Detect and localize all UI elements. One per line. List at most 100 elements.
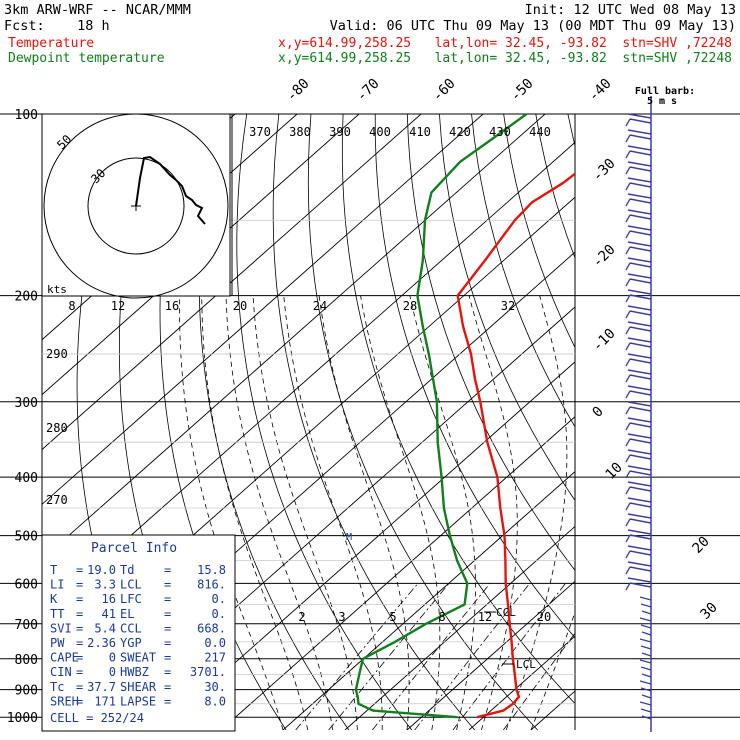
wind-barb [629,454,652,460]
parcel-eq: = [76,592,83,606]
wind-barb [627,433,652,439]
mixing-ratio-label: 5 [389,610,396,624]
parcel-eq: = [164,592,171,606]
moist-adiabat [201,295,309,730]
parcel-value: 0. [212,592,226,606]
wind-barb [629,342,652,348]
pressure-tick-label: 200 [15,290,38,305]
parcel-eq: = [164,651,171,665]
wind-barb [627,577,652,583]
parcel-eq: = [164,636,171,650]
parcel-label: HWBZ [120,665,149,679]
wind-barb [625,390,631,399]
theta-label: 370 [249,125,271,139]
parcel-label: SVI [50,621,72,635]
dry-adiabat [406,114,575,571]
moist-adiabat [225,295,333,730]
pressure-tick-label: 700 [15,618,38,633]
wind-barb [639,638,652,643]
barb-legend: Full barb: [635,86,695,97]
pressure-tick-label: 300 [15,396,38,411]
wind-barb [625,534,631,543]
parcel-cell: CELL = 252/24 [50,711,144,725]
wind-barb [627,337,652,343]
hodograph-trace [135,155,206,225]
wind-barb [627,209,652,215]
barb-legend-units: 5 m s [647,96,677,107]
dry-adiabat [471,114,575,428]
wind-barb [629,470,652,476]
wind-barb [627,161,652,167]
theta-label: 400 [369,125,391,139]
parcel-label: T [50,563,57,577]
parcel-label: CIN [50,665,72,679]
isotherm-line [468,635,575,730]
parcel-value: 16 [102,592,116,606]
parcel-label: TT [50,607,64,621]
parcel-value: 15.8 [197,563,226,577]
parcel-value: 0.0 [204,636,226,650]
hodo-ring-outer [43,113,229,299]
wind-barb [639,617,652,622]
parcel-eq: = [164,563,171,577]
wind-barb [629,422,652,428]
wind-barb [627,401,652,407]
parcel-info-panel: Parcel Info T 19.0 Td 15.8= =LI 3.3 LCL 816.= =K… [41,534,236,732]
dry-adiabat [307,114,538,730]
mixing-ratio-line [503,632,575,730]
hodo-speed-label: 28 [403,299,417,313]
wind-barb [627,113,652,119]
pressure-tick-label: 500 [15,530,38,545]
wind-barb [629,582,652,588]
parcel-label: YGP [120,636,142,650]
theta-label: 440 [529,125,551,139]
parcel-eq: = [164,665,171,679]
isotherm-label: -50 [508,76,537,105]
theta-label: 380 [289,125,311,139]
model-title: 3km ARW-WRF -- NCAR/MMM [4,2,191,18]
wind-barb [629,294,652,300]
wind-barb [627,417,652,423]
valid-time: Valid: 06 UTC Thu 09 May 13 (00 MDT Thu … [330,18,736,34]
mixing-ratio-label: 8 [438,610,445,624]
isotherm-label: 10 [603,460,626,483]
wind-barb [639,659,652,664]
profiles [354,114,575,719]
wind-barb [625,310,631,319]
wind-barbs [625,96,652,732]
parcel-info-title: Parcel Info [91,541,177,556]
mixing-ratio-label: 3 [338,610,345,624]
parcel-eq: = [164,694,171,708]
dry-adiabat [535,114,575,259]
parcel-label: LAPSE [120,694,156,708]
theta-label: 290 [46,347,68,361]
wind-barb [625,486,631,495]
dry-adiabat [439,114,575,502]
wind-barb [627,353,652,359]
dry-adiabat [341,114,575,705]
mixing-ratio-line [414,583,531,730]
moist-adiabat [530,611,575,730]
mixing-ratio-label: 2 [298,610,305,624]
parcel-value: 37.7 [87,680,116,694]
isotherm-line [344,525,575,730]
lcl-marker: LCL [516,658,536,671]
wind-barb [625,166,631,175]
wind-barb [639,596,652,601]
parcel-eq: = [76,578,83,592]
wind-barb [629,502,652,508]
parcel-value: 41 [102,607,116,621]
wind-barb [639,701,652,706]
isotherm-label: 0 [590,404,607,421]
parcel-value: 0. [212,607,226,621]
parcel-label: SREH [50,694,79,708]
wind-barb [625,406,631,415]
moist-adiabat [283,295,383,730]
forecast-hour: Fcst: 18 h [4,18,110,34]
isotherm-line [42,141,575,615]
parcel-label: CCL [120,621,142,635]
parcel-eq: = [76,621,83,635]
theta-label: 280 [46,421,68,435]
wind-barb [640,603,652,608]
